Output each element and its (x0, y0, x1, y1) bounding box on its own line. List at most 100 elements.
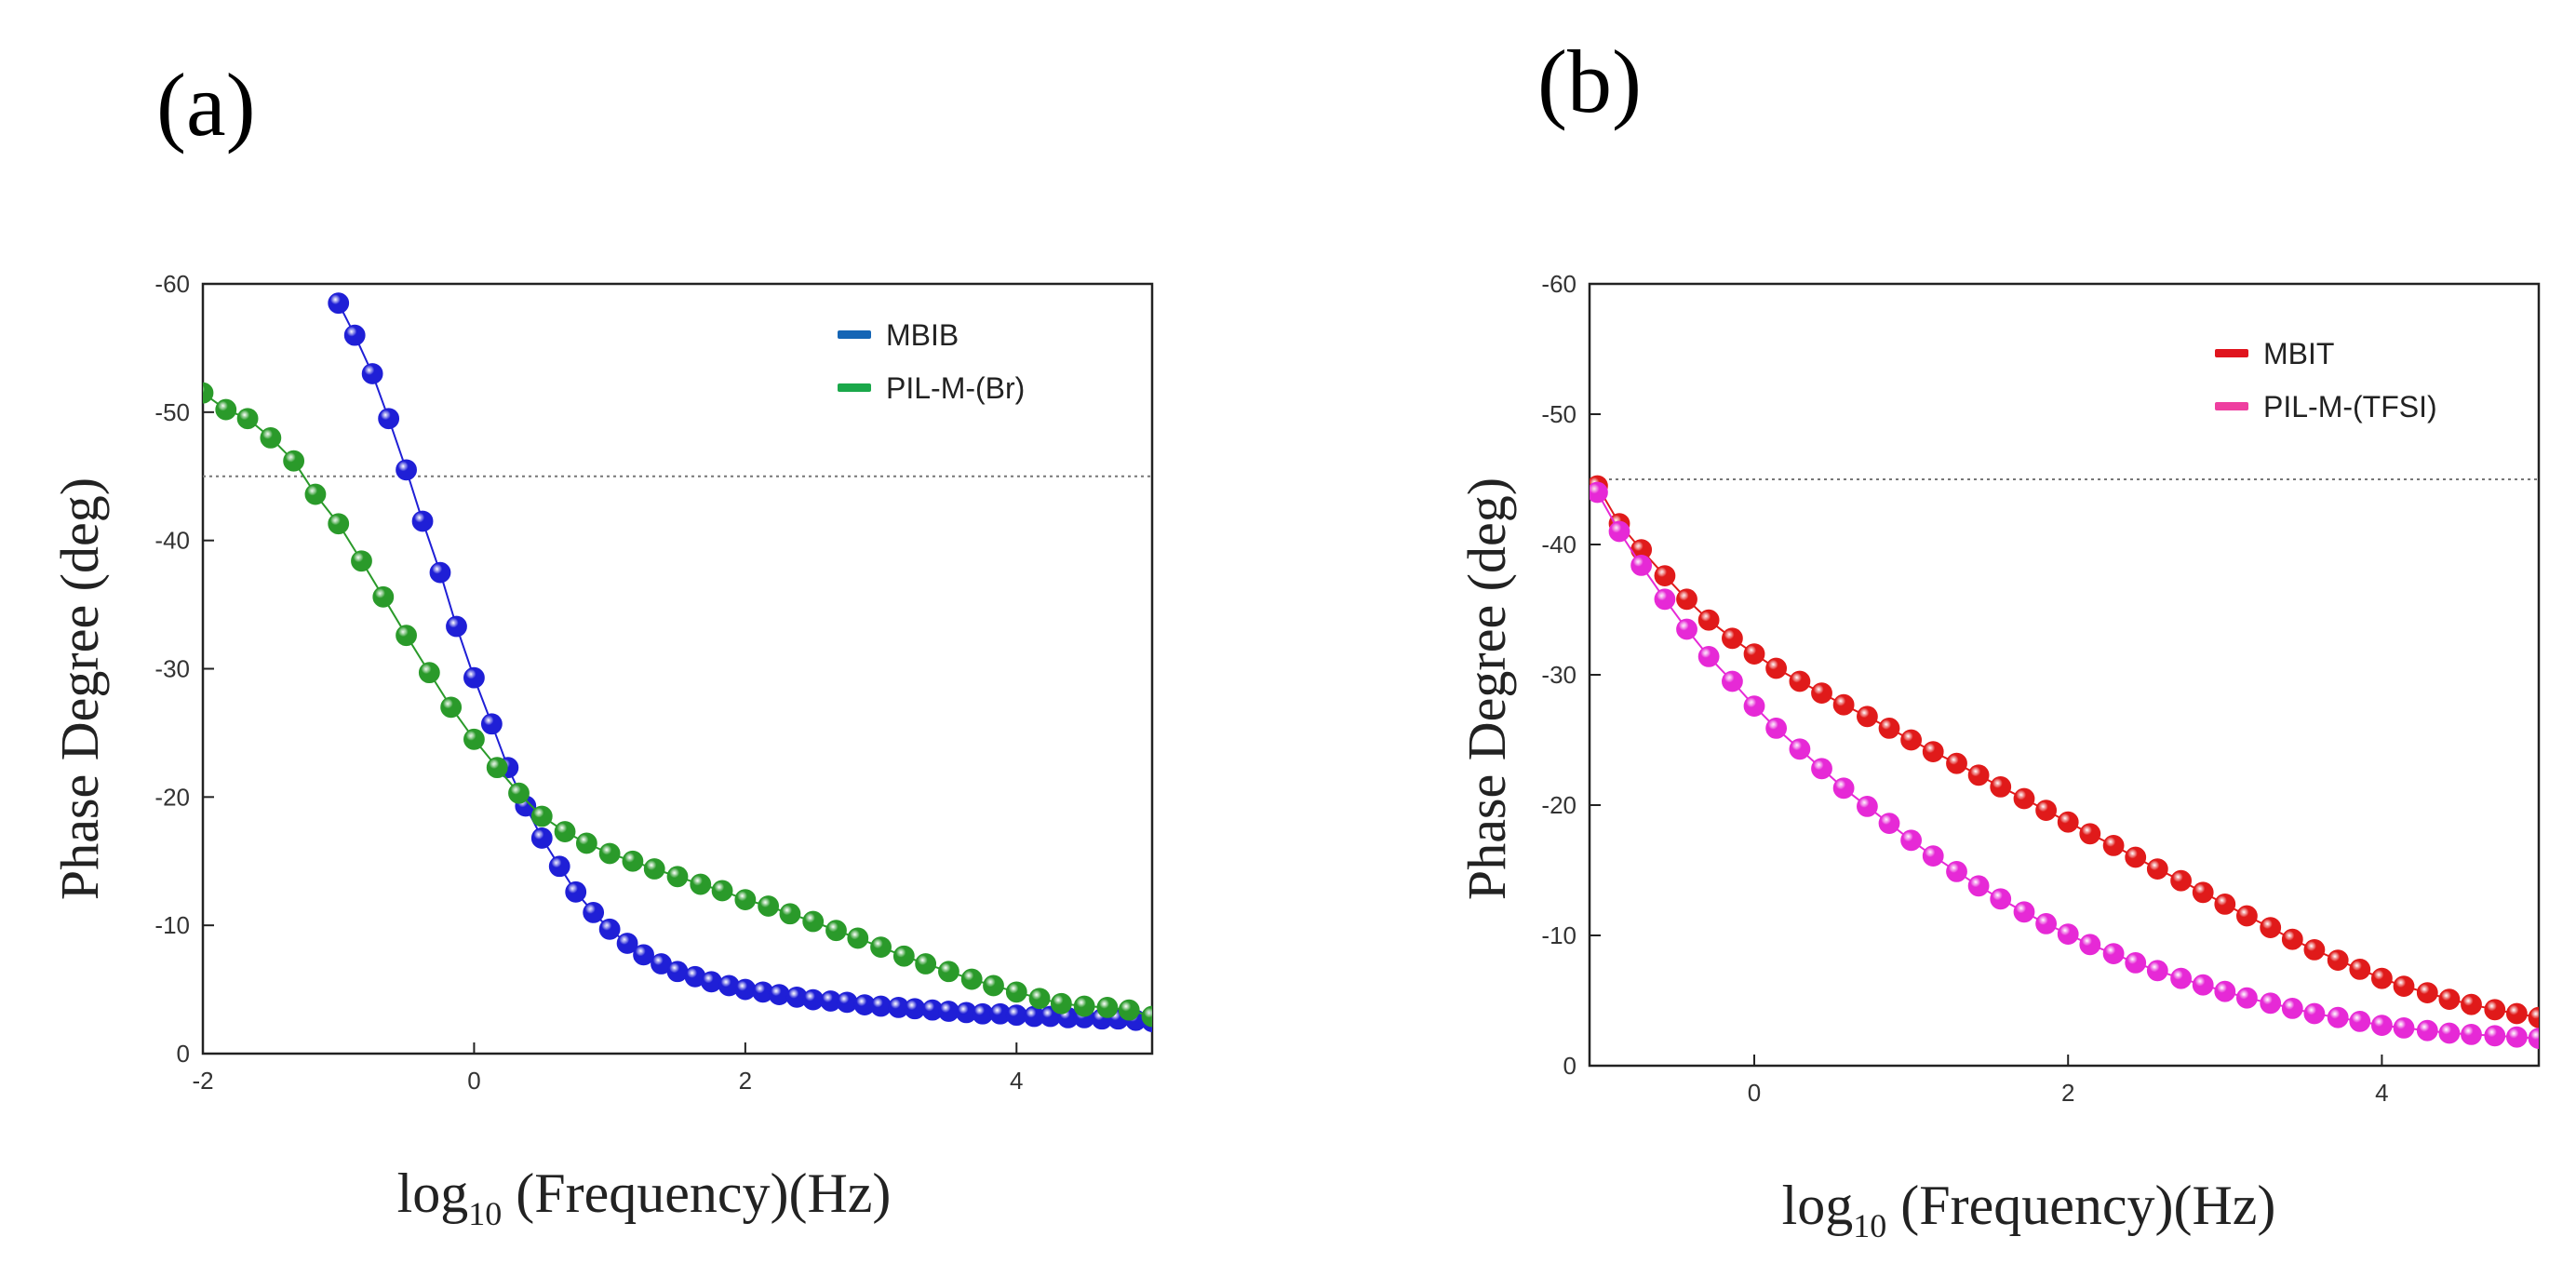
data-point (2013, 901, 2035, 923)
data-point (2214, 980, 2236, 1002)
data-point (825, 920, 847, 942)
data-point (203, 382, 214, 404)
data-point (633, 944, 654, 966)
data-point (2349, 959, 2371, 980)
x-tick-label: 2 (2061, 1079, 2074, 1107)
data-point (734, 889, 757, 910)
data-point (2236, 905, 2258, 927)
data-point (2327, 949, 2349, 971)
data-point (440, 696, 463, 719)
x-tick-label: 2 (739, 1067, 752, 1095)
data-point (1811, 682, 1832, 704)
y-tick-label: -20 (1541, 791, 1576, 819)
data-point (1722, 670, 1743, 692)
y-tick-label: 0 (177, 1040, 190, 1068)
data-point (2371, 967, 2393, 989)
data-point (378, 408, 400, 430)
data-point (1878, 718, 1900, 739)
data-point (915, 953, 937, 975)
data-point (836, 991, 858, 1014)
data-point (283, 450, 305, 472)
data-point (2281, 998, 2303, 1019)
data-point (2505, 1002, 2528, 1025)
data-point (1967, 875, 1990, 897)
data-point (2484, 999, 2506, 1021)
data-point (429, 561, 451, 584)
y-axis-label: Phase Degree (deg) (1456, 477, 1517, 900)
data-point (1005, 981, 1027, 1003)
data-point (2438, 1022, 2461, 1044)
legend-swatch (838, 330, 871, 339)
data-point (847, 927, 869, 949)
data-point (2170, 967, 2193, 989)
y-tick-label: -40 (154, 527, 190, 555)
data-point (2461, 1024, 2482, 1045)
data-point (598, 918, 621, 940)
y-tick-label: -40 (1541, 531, 1576, 558)
y-axis-label: Phase Degree (deg) (49, 477, 110, 900)
data-point (530, 805, 553, 827)
y-tick-label: -30 (154, 655, 190, 683)
data-point (1590, 481, 1608, 504)
data-point (983, 975, 1004, 997)
data-point (215, 398, 237, 421)
data-point (260, 426, 282, 449)
data-point (779, 903, 801, 925)
data-point (2102, 943, 2125, 964)
data-point (446, 615, 467, 638)
data-point (2393, 1017, 2415, 1039)
data-point (2102, 835, 2125, 856)
data-point (622, 850, 644, 872)
data-point (2303, 939, 2326, 961)
panel-b: (b) Phase Degree (deg) log10 (Frequency)… (1456, 32, 2541, 1244)
data-point (1096, 996, 1119, 1018)
data-point (1832, 777, 1855, 800)
data-point (1946, 861, 1967, 882)
x-axis-label: log10 (Frequency)(Hz) (397, 1163, 892, 1232)
x-tick-label: -2 (192, 1067, 213, 1095)
data-point (2438, 988, 2461, 1010)
data-point (701, 971, 722, 993)
data-point (2327, 1006, 2349, 1028)
data-point (2192, 974, 2214, 996)
data-point (2214, 894, 2236, 915)
data-point (328, 513, 350, 535)
data-point (1697, 609, 1720, 631)
data-point (418, 662, 440, 684)
legend-label: PIL-M-(Br) (886, 371, 1025, 405)
y-tick-label: 0 (1563, 1052, 1576, 1080)
panel-label: (b) (1537, 32, 1642, 131)
x-tick-label: 4 (1010, 1067, 1023, 1095)
data-point (2260, 917, 2282, 938)
data-point (1900, 829, 1923, 852)
data-point (1990, 888, 2012, 910)
data-point (1676, 588, 1697, 611)
data-point (892, 945, 915, 967)
data-point (1900, 729, 1923, 751)
data-point (758, 895, 780, 917)
data-point (1654, 565, 1676, 586)
data-point (734, 978, 757, 1001)
data-point (328, 292, 350, 315)
data-point (1722, 627, 1743, 650)
legend-label: MBIB (886, 318, 959, 352)
y-tick-label: -10 (1541, 921, 1576, 949)
data-point (411, 510, 434, 532)
data-point (2260, 992, 2282, 1015)
data-point (1765, 657, 1788, 679)
data-point (565, 880, 587, 903)
y-tick-label: -50 (154, 398, 190, 426)
data-point (1676, 618, 1697, 640)
data-point (2057, 811, 2079, 833)
data-point (666, 961, 689, 983)
data-point (690, 873, 712, 895)
x-tick-label: 0 (1748, 1079, 1761, 1107)
data-point (236, 408, 259, 430)
data-point (2192, 881, 2214, 904)
data-point (802, 910, 825, 933)
x-tick-label: 0 (467, 1067, 480, 1095)
data-point (1697, 646, 1720, 667)
data-point (2079, 823, 2101, 845)
data-point (2416, 982, 2438, 1003)
